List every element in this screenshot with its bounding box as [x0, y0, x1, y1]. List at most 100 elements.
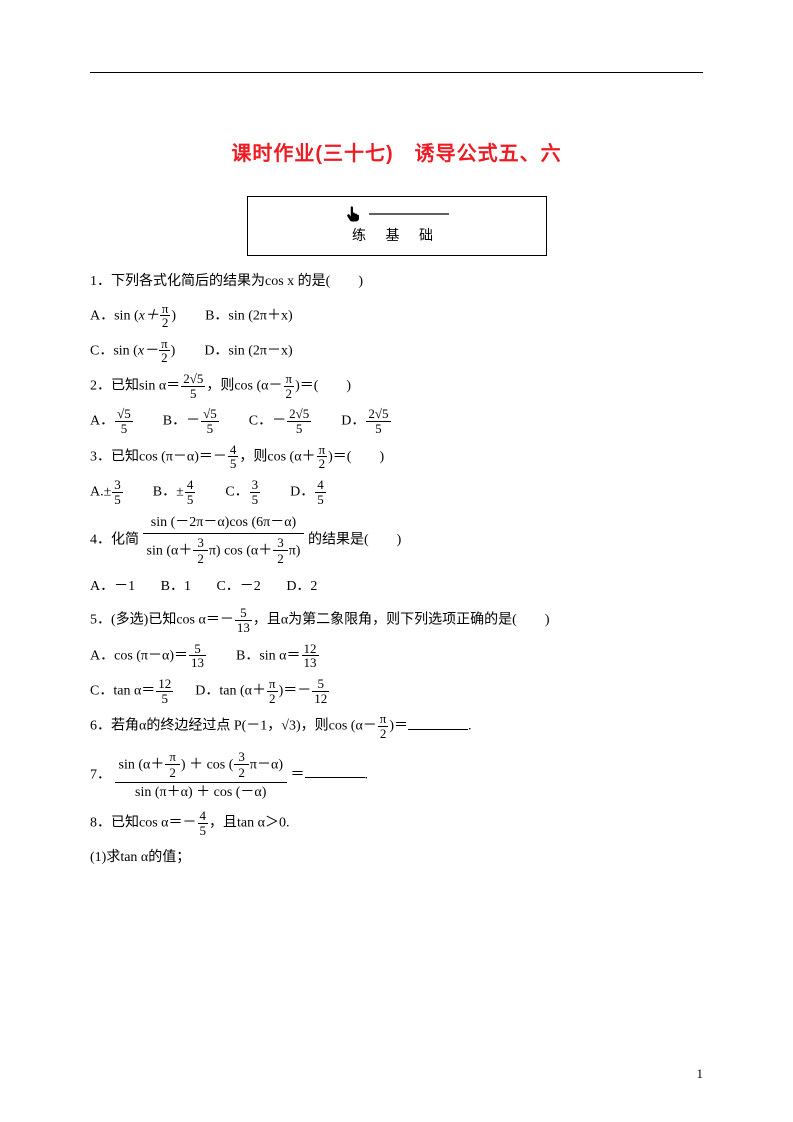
q7-num: sin (α＋π2) ＋ cos (32π－α) — [115, 748, 288, 783]
content: 1．下列各式化简后的结果为cos x 的是( ) A．sin (x＋π2) B．… — [90, 270, 703, 870]
q1-optC-lead: C．sin ( — [90, 343, 138, 358]
q4-bigfrac: sin (－2π－α)cos (6π－α) sin (α＋32π) cos (α… — [143, 513, 305, 568]
q5-D-lead: D．tan (α＋ — [195, 683, 266, 698]
page-title: 课时作业(三十七) 诱导公式五、六 — [90, 137, 703, 166]
q5-B-lead: B．sin α＝ — [236, 648, 301, 663]
q7-blank — [305, 777, 365, 778]
q1-optB: B．sin (2π＋x) — [205, 308, 293, 323]
q4-df1-d: 2 — [193, 551, 208, 567]
q1-stem: 1．下列各式化简后的结果为cos x 的是( ) — [90, 270, 703, 295]
q3-B-f: 45 — [185, 478, 196, 506]
q2-C-lead: C．－ — [249, 414, 286, 429]
q7-num-a: sin (α＋ — [119, 757, 165, 772]
q3-pi-den: 2 — [317, 457, 328, 471]
q4-df1: 32 — [193, 535, 208, 567]
q6-pi-n: π — [378, 712, 389, 727]
q1-optC-x: x－ — [138, 343, 158, 358]
q5-sf-d: 13 — [235, 621, 252, 635]
q3-options: A.±35 B．±45 C．35 D．45 — [90, 478, 703, 506]
q5-D-mid: )＝－ — [279, 683, 312, 698]
q3-C-num: 3 — [250, 478, 261, 493]
q5-C-lead: C．tan α＝ — [90, 683, 155, 698]
q2-C-num: 2√5 — [287, 407, 311, 422]
q1-options-row2: C．sin (x－π2) D．sin (2π－x) — [90, 337, 703, 365]
q5-A-lead: A．cos (π－α)＝ — [90, 648, 188, 663]
q6-stem: 6．若角α的终边经过点 P(－1，√3)，则cos (α－π2)＝. — [90, 712, 703, 740]
q5-stem: 5．(多选)已知cos α＝－513，且α为第二象限角，则下列选项正确的是( ) — [90, 606, 703, 634]
q4-df2-n: 3 — [273, 535, 288, 552]
q7-nf1-d: 2 — [165, 765, 180, 781]
q3-stem-a: 3．已知cos (π－α)＝－ — [90, 449, 227, 464]
q5-D-d: 12 — [312, 692, 329, 706]
q4-bigden: sin (α＋32π) cos (α＋32π) — [143, 534, 305, 568]
q2-C-den: 5 — [287, 422, 311, 436]
q1-optA-num: π — [160, 302, 171, 317]
q5-A-n: 5 — [189, 642, 206, 657]
q4-options: A．－1 B．1 C．－2 D．2 — [90, 575, 703, 600]
q7-num-b: ) ＋ cos ( — [181, 757, 234, 772]
q1-optC-tail: ) — [171, 343, 176, 358]
q2-stem-c: )＝( ) — [295, 378, 351, 393]
q3-B-den: 5 — [185, 493, 196, 507]
q1-optA-x: x＋ — [139, 308, 159, 323]
q8-f: 45 — [198, 809, 209, 837]
q2-A-den: 5 — [115, 422, 133, 436]
q8-stem-b: ，且tan α＞0. — [209, 816, 289, 831]
q3-A-f: 35 — [112, 478, 123, 506]
q3-sf-num: 4 — [228, 443, 239, 458]
q8-part1: (1)求tan α的值； — [90, 846, 703, 871]
q5-B-n: 12 — [302, 642, 319, 657]
q3-stem-b: ，则cos (α＋ — [239, 449, 315, 464]
q7-nf2-n: 3 — [234, 749, 249, 766]
underline-icon — [369, 211, 449, 217]
q2-A-lead: A． — [90, 414, 114, 429]
q3-pi-num: π — [317, 443, 328, 458]
q5-sf: 513 — [235, 606, 252, 634]
q4-df1-n: 3 — [193, 535, 208, 552]
q4-C: C．－2 — [216, 579, 260, 594]
q3-B-num: 4 — [185, 478, 196, 493]
q4-A: A．－1 — [90, 579, 135, 594]
q2-B-lead: B．－ — [163, 414, 200, 429]
q7-bigfrac: sin (α＋π2) ＋ cos (32π－α) sin (π＋α) ＋ cos… — [115, 748, 288, 803]
q7-stem: 7． sin (α＋π2) ＋ cos (32π－α) sin (π＋α) ＋ … — [90, 748, 703, 803]
page-number: 1 — [697, 1066, 704, 1082]
q1-optA-den: 2 — [160, 316, 171, 330]
q5-D-pi-d: 2 — [267, 692, 278, 706]
q4-df2: 32 — [273, 535, 288, 567]
q2-stem: 2．已知sin α＝2√55，则cos (α－π2)＝( ) — [90, 372, 703, 400]
q7-lead: 7． — [90, 767, 111, 782]
q1-optA-tail: ) — [171, 308, 176, 323]
q4-B: B．1 — [161, 579, 191, 594]
q6-stem-c: . — [468, 719, 472, 734]
q6-stem-b: )＝ — [389, 719, 408, 734]
q7-nf2: 32 — [234, 749, 249, 781]
q5-stem-b: ，且α为第二象限角，则下列选项正确的是( ) — [253, 613, 550, 628]
q2-sf-num: 2√5 — [181, 372, 205, 387]
q3-A-lead: A.± — [90, 484, 111, 499]
q1-options-row1: A．sin (x＋π2) B．sin (2π＋x) — [90, 302, 703, 330]
q2-C-frac: 2√55 — [287, 407, 311, 435]
q7-nf1-n: π — [165, 749, 180, 766]
q2-pi-frac: π2 — [284, 372, 295, 400]
q4-stem-a: 4．化简 — [90, 533, 139, 548]
q4-den-c: π) — [289, 543, 301, 558]
q5-sf-n: 5 — [235, 606, 252, 621]
q3-C-lead: C． — [225, 484, 248, 499]
q2-stem-frac: 2√55 — [181, 372, 205, 400]
q4-df2-d: 2 — [273, 551, 288, 567]
q2-sf-den: 5 — [181, 387, 205, 401]
q2-D-num: 2√5 — [366, 407, 390, 422]
q3-sf: 45 — [228, 443, 239, 471]
q7-num-c: π－α) — [250, 757, 283, 772]
q3-D-den: 5 — [315, 493, 326, 507]
q4-D: D．2 — [286, 579, 317, 594]
q7-den: sin (π＋α) ＋ cos (－α) — [115, 783, 288, 803]
q5-Af: 513 — [189, 642, 206, 670]
practice-label: 练 基 础 — [248, 226, 546, 247]
q5-D-pi: π2 — [267, 677, 278, 705]
q5-stem-a: 5．(多选)已知cos α＝－ — [90, 613, 234, 628]
q5-options-row1: A．cos (π－α)＝513 B．sin α＝1213 — [90, 642, 703, 670]
q6-pi: π2 — [378, 712, 389, 740]
q7-nf2-d: 2 — [234, 765, 249, 781]
